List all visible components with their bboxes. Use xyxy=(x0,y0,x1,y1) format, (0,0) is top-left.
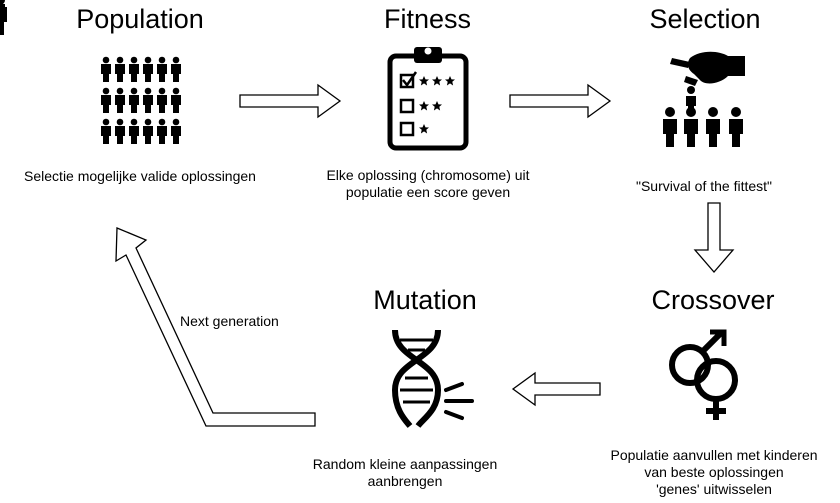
arrow-next-generation xyxy=(115,227,316,427)
crossover-title: Crossover xyxy=(651,285,775,315)
arrow-population-to-fitness xyxy=(239,83,342,119)
crossover-description: Populatie aanvullen met kinderen van bes… xyxy=(588,447,840,498)
arrow-selection-to-crossover xyxy=(693,202,735,273)
mutation-description: Random kleine aanpassingen aanbrengen xyxy=(290,456,520,490)
population-title: Population xyxy=(76,4,204,34)
arrow-fitness-to-selection xyxy=(509,83,612,119)
fitness-description-line: Elke oplossing (chromosome) uit xyxy=(326,167,530,183)
next-generation-label: Next generation xyxy=(180,313,279,329)
fitness-description-line: populatie een score geven xyxy=(345,184,511,200)
crossover-description-line: van beste oplossingen xyxy=(644,464,784,480)
mutation-description-line: Random kleine aanpassingen xyxy=(312,456,498,472)
population-description: Selectie mogelijke valide oplossingen xyxy=(0,168,280,185)
gender-symbols-icon xyxy=(669,329,738,420)
fitness-description: Elke oplossing (chromosome) uit populati… xyxy=(298,167,558,201)
mutation-title: Mutation xyxy=(373,285,477,315)
crossover-description-line: 'genes' uitwisselen xyxy=(656,481,772,497)
broken-dna-icon xyxy=(391,329,474,428)
fitness-title: Fitness xyxy=(383,4,472,34)
selection-description: "Survival of the fittest" xyxy=(604,178,804,195)
selection-title: Selection xyxy=(649,4,761,34)
hand-picking-person-icon xyxy=(0,0,745,147)
arrow-crossover-to-mutation xyxy=(511,371,601,407)
population-description-line: Selectie mogelijke valide oplossingen xyxy=(24,168,256,184)
clipboard-rating-icon xyxy=(0,0,469,151)
selection-description-line: "Survival of the fittest" xyxy=(636,178,772,194)
mutation-description-line: aanbrengen xyxy=(367,473,443,489)
crossover-description-line: Populatie aanvullen met kinderen xyxy=(610,447,818,463)
